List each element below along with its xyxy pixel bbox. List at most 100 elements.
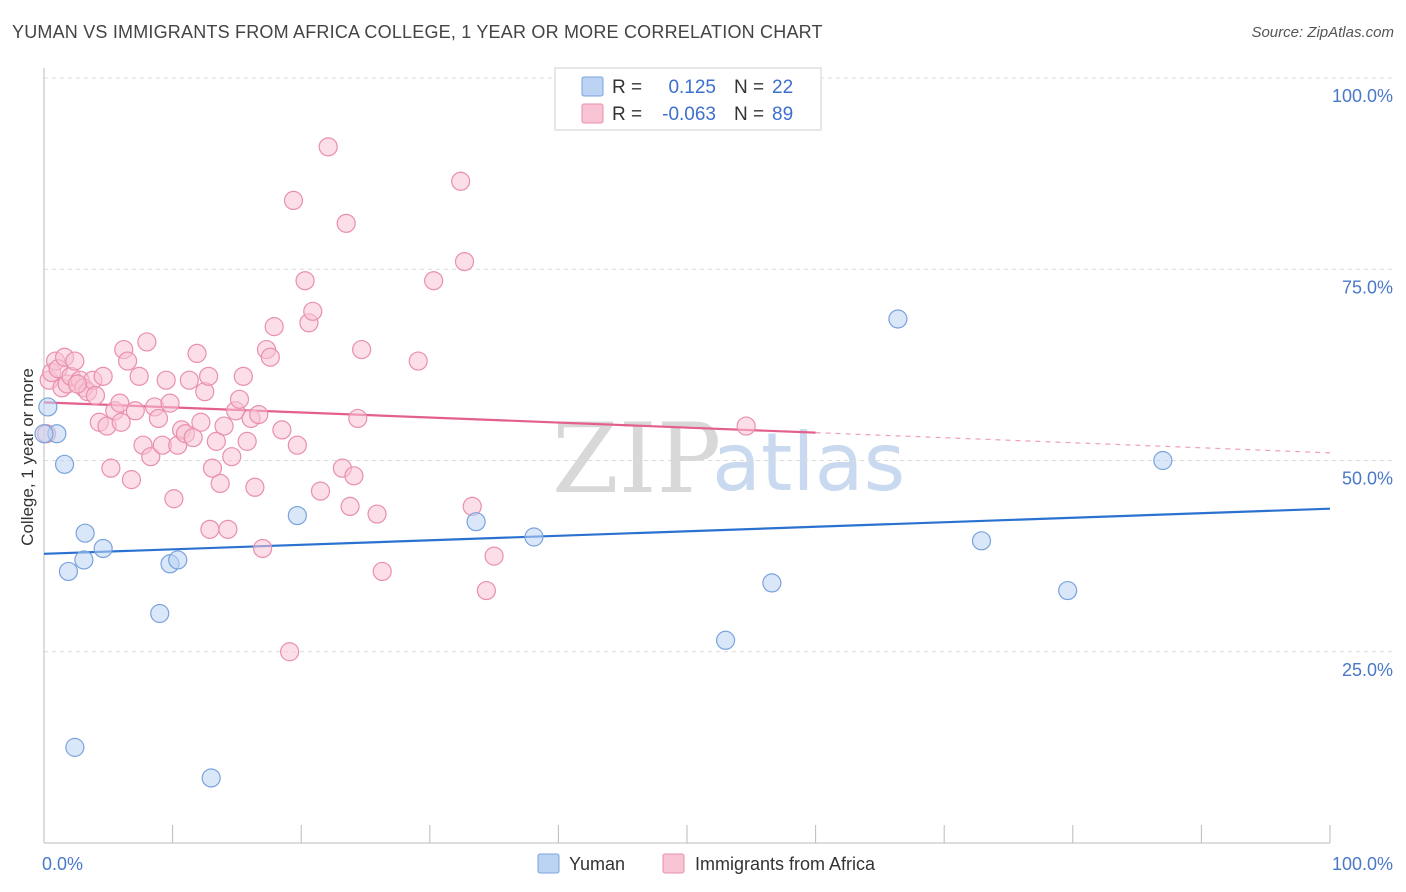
y-tick-label: 50.0% [1342,469,1393,489]
africa-point [367,504,387,524]
stats-swatch-africa [581,103,604,124]
africa-point [191,412,211,432]
africa-point [295,271,315,291]
x-tick-label: 0.0% [42,854,83,874]
stats-r-label: R = [612,77,642,98]
watermark: ZIP atlas [552,403,905,515]
africa-point [65,351,85,371]
africa-point [408,351,428,371]
legend-label-africa: Immigrants from Africa [695,854,876,874]
yuman-point [34,424,54,444]
africa-point [156,370,176,390]
africa-point [318,137,338,157]
yuman-point [58,561,79,582]
africa-point [183,427,203,448]
africa-point [237,431,257,451]
africa-point [229,389,250,409]
africa-point [117,351,138,371]
africa-point [202,458,223,478]
yuman-point [201,768,221,788]
y-tick-labels: 100.0% 75.0% 50.0% 25.0% [1332,86,1393,680]
africa-point [233,366,253,386]
stats-legend-box: R = 0.125 N = 22 R = -0.063 N = 89 [554,67,822,131]
stats-swatch-yuman [581,76,604,97]
yuman-point [75,523,95,543]
africa-point [340,496,360,516]
yuman-point [54,454,75,474]
africa-point [137,332,157,352]
stats-n-label: N = [734,104,764,125]
stats-r-value: 0.125 [668,77,716,98]
africa-point [287,435,307,455]
africa-point [101,458,121,478]
watermark-zip-text: ZIP [552,403,721,515]
africa-point [736,416,756,436]
yuman-point [74,550,94,570]
africa-point [260,347,280,367]
yuman-point [150,603,170,624]
yuman-point [38,397,58,417]
yuman-point [1153,450,1173,471]
africa-point [129,366,149,386]
africa-point [218,519,238,539]
africa-point [187,343,207,363]
africa-point [206,431,226,451]
x-tick-labels: 0.0% 100.0% [42,854,1393,874]
yuman-point [65,737,85,757]
africa-point [67,374,88,394]
africa-point [484,546,504,566]
africa-point [348,408,368,429]
x-tick-label: 100.0% [1332,854,1393,874]
africa-point [272,420,292,440]
africa-point [454,252,475,272]
africa-point [164,489,184,509]
africa-point [303,301,323,321]
stats-r-value: -0.063 [662,104,716,125]
africa-point [93,366,113,386]
africa-point [264,317,284,337]
africa-point [110,393,130,413]
africa-point [160,393,180,413]
africa-point [253,538,273,559]
grid-lines [44,77,1392,653]
yuman-point [888,309,908,329]
yuman-point [971,531,992,551]
africa-point [210,473,230,494]
stats-n-value: 89 [772,104,793,125]
y-tick-label: 100.0% [1332,86,1393,106]
africa-point [424,271,444,291]
africa-point [476,580,496,601]
africa-point [214,416,234,436]
africa-point [280,642,300,662]
africa-point [283,190,304,210]
africa-point [179,370,199,390]
africa-point [451,171,471,191]
yuman-point [524,527,544,547]
africa-point [125,401,145,421]
legend-swatch-africa [662,853,685,874]
africa-point [352,339,372,360]
axes [43,68,1331,844]
africa-point [111,412,131,432]
africa-point [85,385,106,406]
africa-point [200,519,220,539]
africa-point [310,481,331,501]
legend-label-yuman: Yuman [569,854,625,874]
legend-swatch-yuman [537,853,560,874]
yuman-point [168,550,188,570]
stats-n-label: N = [734,77,764,98]
yuman-point [1058,580,1078,601]
africa-point [249,405,269,425]
africa-point [141,447,161,467]
yuman-point [287,505,307,526]
africa-point [148,408,169,429]
africa-point [199,366,219,386]
data-points [34,137,1173,788]
africa-point [121,470,142,490]
source-credit: Source: ZipAtlas.com [1251,24,1394,41]
yuman-point [715,630,736,650]
yuman-point [93,538,113,559]
y-tick-label: 75.0% [1342,277,1393,297]
y-tick-label: 25.0% [1342,660,1393,680]
